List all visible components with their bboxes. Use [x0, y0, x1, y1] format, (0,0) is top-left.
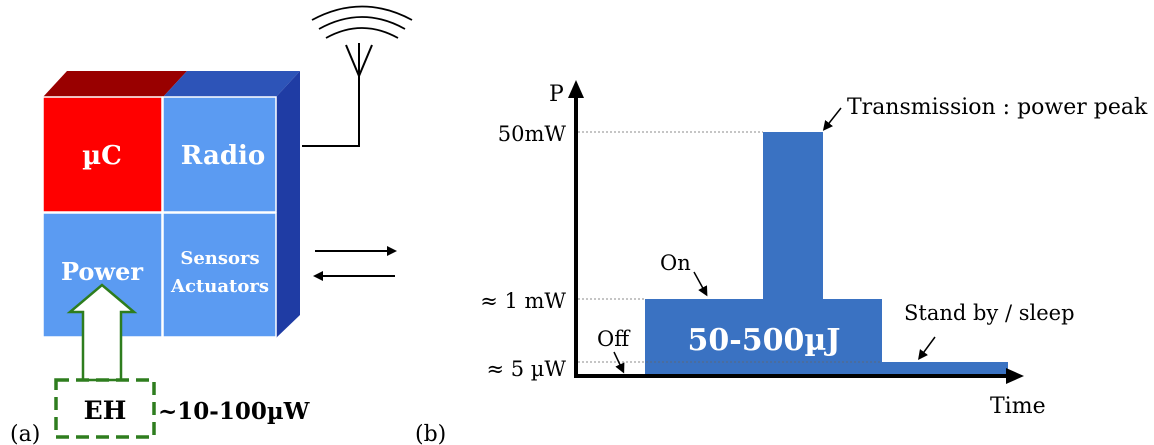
off-annotation: Off [597, 327, 631, 351]
level-standby-label: ≈ 5 µW [486, 357, 566, 381]
uc-label: µC [82, 141, 122, 171]
y-axis-label: P [549, 82, 564, 107]
energy-label: 50-500µJ [688, 323, 841, 358]
caption-b: (b) [415, 422, 446, 445]
power-label: Power [61, 257, 143, 286]
sensors-label: Sensors [180, 248, 259, 269]
radio-block [162, 96, 277, 213]
eh-power-label: ~10-100µW [158, 398, 311, 425]
level-on-label: ≈ 1 mW [480, 289, 566, 313]
block-right-side [276, 71, 300, 338]
power-block [42, 212, 163, 338]
x-axis-label: Time [990, 394, 1046, 419]
level-guides [578, 131, 882, 363]
standby-pointer [918, 336, 936, 361]
radio-waves-icon [311, 5, 413, 39]
caption-a: (a) [10, 422, 40, 445]
axes [568, 80, 1024, 384]
on-annotation: On [660, 251, 691, 275]
eh-box [54, 378, 156, 439]
x-axis-arrow-icon [1006, 368, 1024, 384]
antenna-icon [302, 43, 373, 147]
standby-annotation: Stand by / sleep [904, 301, 1075, 325]
sensors-block [162, 212, 277, 338]
transmission-peak-bar [763, 132, 823, 300]
uc-block [42, 96, 163, 213]
radio-block-top [163, 71, 300, 97]
transmission-pointer [822, 107, 842, 131]
radio-label: Radio [181, 141, 265, 171]
on-pointer [693, 271, 708, 297]
level-peak-label: 50mW [498, 122, 567, 146]
on-phase-bar [645, 299, 882, 376]
standby-bar [882, 362, 1008, 376]
off-pointer [613, 351, 625, 374]
transmission-annotation: Transmission : power peak [847, 95, 1148, 120]
panel-b: P Time 50mW ≈ 1 mW ≈ 5 µW Transmission :… [415, 80, 1148, 445]
bidirectional-arrows-icon [313, 246, 397, 281]
power-profile [645, 132, 1008, 376]
y-axis-arrow-icon [568, 80, 584, 98]
uc-block-top [43, 71, 187, 97]
eh-label: EH [84, 396, 127, 425]
actuators-label: Actuators [170, 276, 269, 297]
eh-arrow [66, 283, 138, 382]
panel-a: µC Radio Power Sensors Actuators EH ~10-… [10, 5, 413, 445]
